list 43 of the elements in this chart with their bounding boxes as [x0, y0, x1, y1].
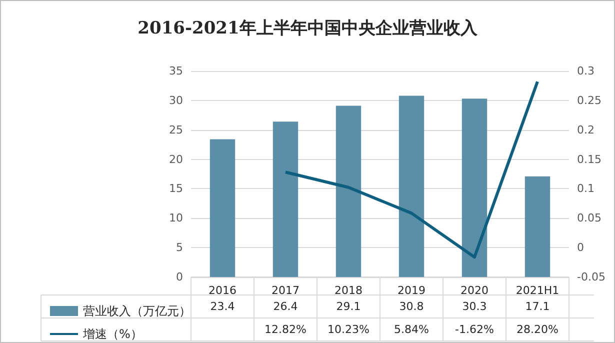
y-tick-label: 10 — [169, 212, 183, 225]
y-tick-label: 5 — [176, 241, 183, 254]
chart-title: 2016-2021年上半年中国中央企业营业收入 — [138, 18, 478, 38]
y-tick-label: 0 — [176, 270, 183, 284]
y2-tick-label: 0.05 — [577, 212, 602, 225]
data-label: 23.4 — [210, 300, 235, 313]
y2-tick-label: 0.1 — [577, 182, 594, 196]
y-tick-label: 15 — [169, 182, 183, 196]
y-tick-label: 25 — [169, 123, 183, 136]
data-label: 28.20% — [516, 323, 558, 336]
y-tick-label: 35 — [169, 64, 183, 78]
line-series — [284, 80, 539, 259]
x-tick-label: 2020 — [460, 284, 488, 297]
y2-tick-label: -0.05 — [577, 270, 606, 284]
bar — [272, 122, 298, 277]
data-label: -1.62% — [455, 323, 494, 336]
y2-tick-label: 0 — [577, 241, 584, 254]
bar — [462, 98, 488, 277]
bar — [336, 106, 362, 277]
data-label: 26.4 — [273, 300, 298, 313]
x-tick-label: 2021H1 — [516, 284, 560, 297]
y2-tick-label: 0.2 — [577, 123, 594, 136]
y2-tick-label: 0.25 — [577, 94, 602, 107]
data-label: 30.3 — [462, 300, 487, 313]
x-tick-label: 2017 — [272, 284, 300, 297]
legend-label: 增速（%） — [82, 327, 142, 341]
data-label: 17.1 — [525, 300, 550, 313]
x-tick-label: 2019 — [398, 284, 426, 297]
y2-tick-label: 0.3 — [577, 64, 594, 78]
data-label: 30.8 — [399, 300, 424, 313]
x-tick-label: 2016 — [208, 284, 236, 297]
data-label: 5.84% — [394, 323, 429, 336]
y-tick-label: 20 — [169, 152, 183, 166]
bar — [524, 176, 550, 277]
bar — [398, 96, 424, 277]
bar — [210, 139, 236, 277]
x-tick-label: 2018 — [334, 284, 362, 297]
legend-label: 营业收入（万亿元） — [83, 304, 191, 318]
y-tick-label: 30 — [169, 94, 183, 107]
data-label: 12.82% — [264, 323, 306, 336]
data-label: 10.23% — [328, 323, 370, 336]
y2-tick-label: 0.15 — [577, 152, 602, 166]
data-label: 29.1 — [336, 300, 361, 313]
